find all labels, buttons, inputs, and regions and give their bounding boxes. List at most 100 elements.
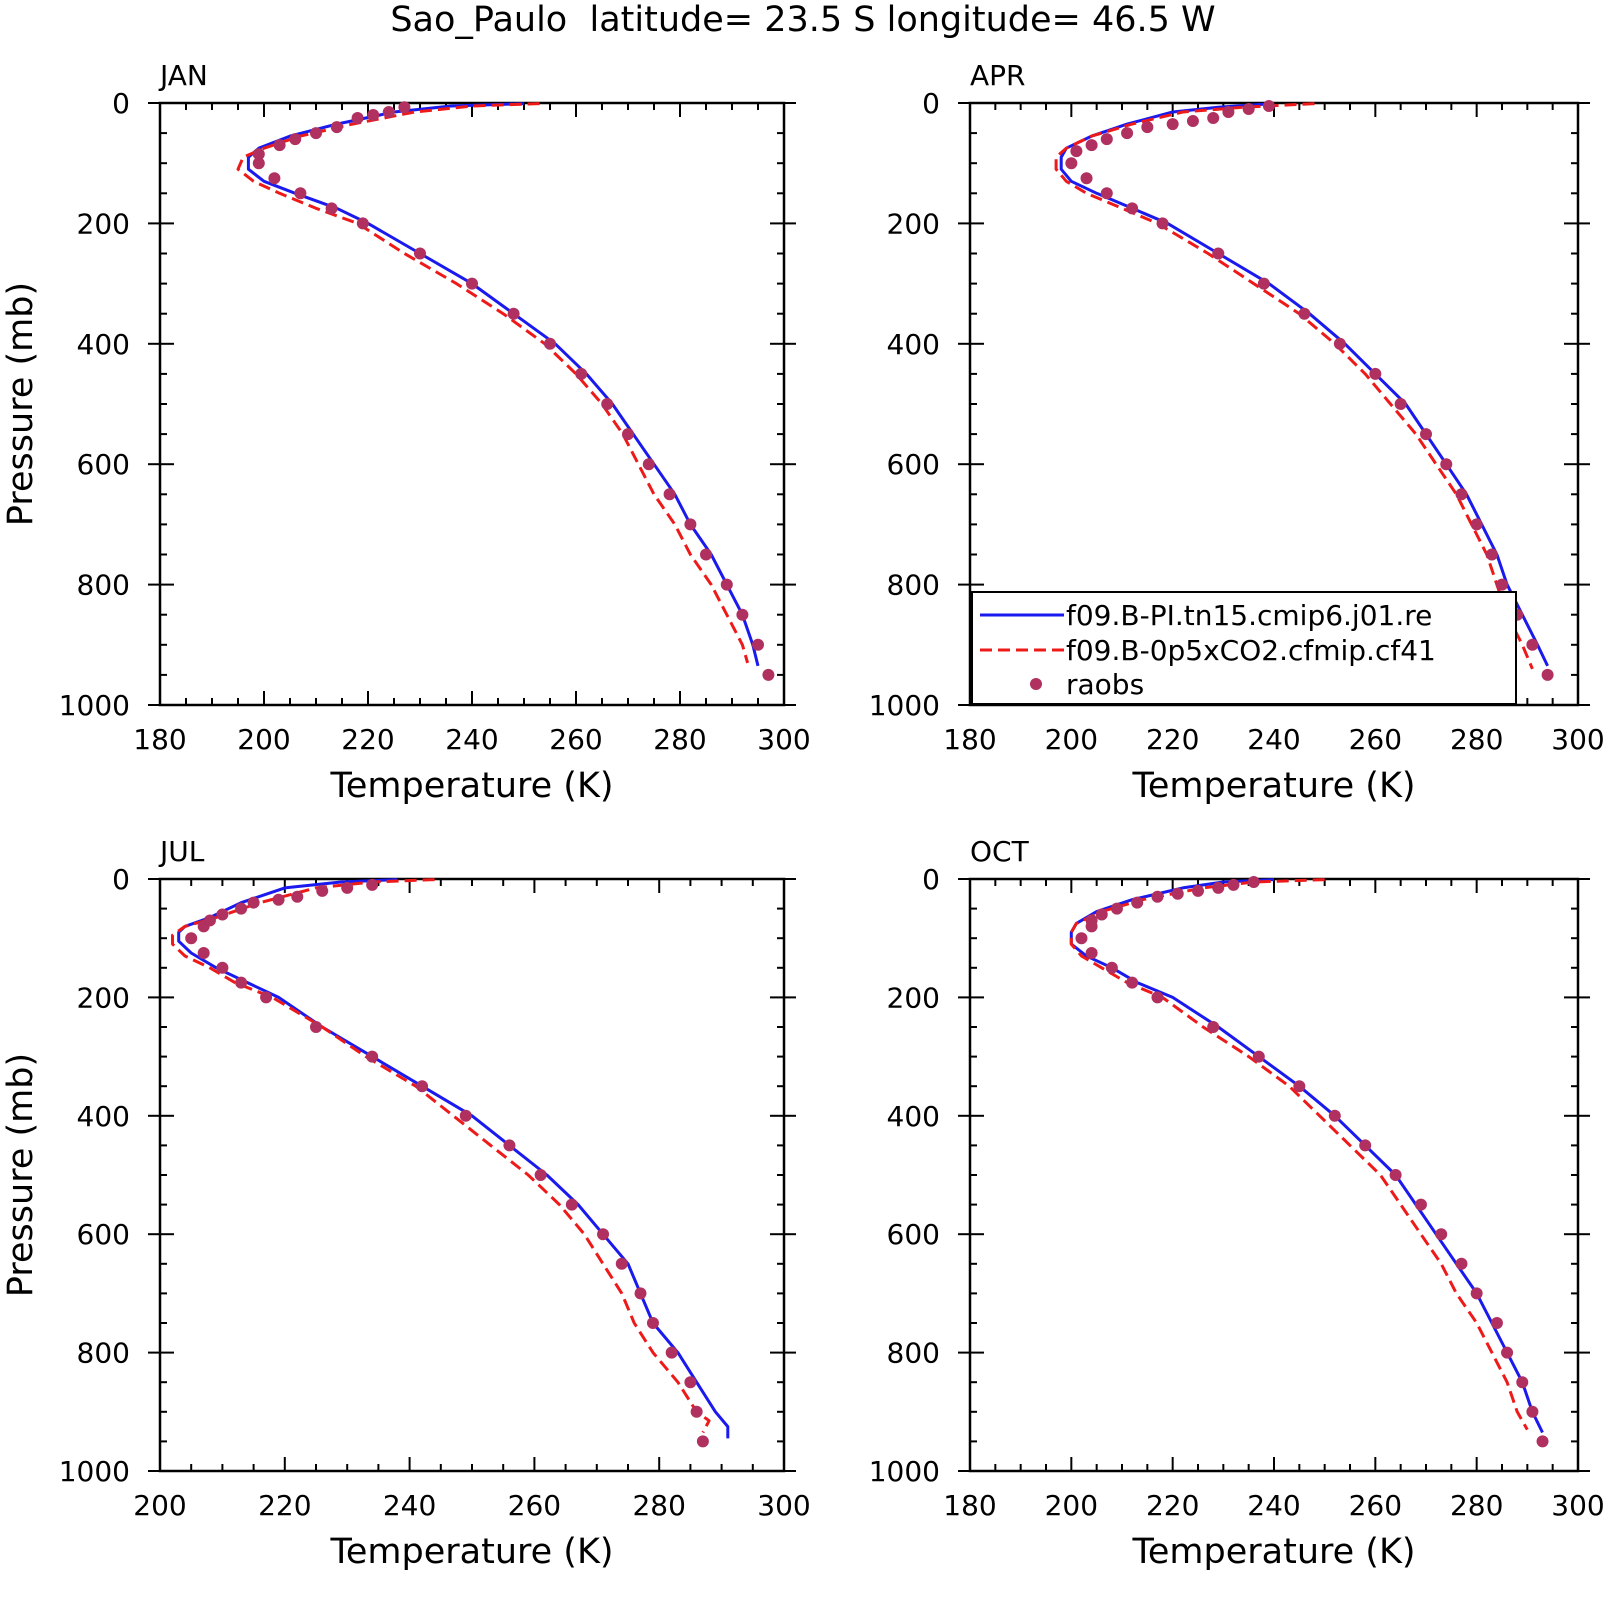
raobs-point [382,106,395,119]
panel-jul: 200 220 240 260 280 300 0 200 400 600 800 1000 JUL Te… [1,835,811,1572]
raobs-point [1126,202,1139,215]
y-tick-label: 1000 [869,689,940,722]
raobs-point [398,101,411,114]
legend-label: f09.B-PI.tn15.cmip6.j01.re [1066,599,1432,632]
series-line-pi [1059,102,1549,667]
x-tick-label: 180 [943,723,996,756]
series-line-pi [1069,878,1544,1434]
panel-title: JUL [158,835,205,868]
raobs-point [1100,133,1113,146]
raobs-point [1156,217,1169,230]
plot-frame [158,101,786,707]
panel-title: OCT [970,835,1030,868]
y-tick-label: 200 [887,207,940,240]
raobs-point [310,1021,322,1033]
raobs-markers [1065,100,1554,681]
raobs-point [642,458,655,471]
panel-oct: 180 200 220 240 260 280 300 0 200 400 600 800 1000 OC… [869,835,1605,1572]
raobs-point [1470,518,1483,531]
raobs-point [197,947,210,959]
raobs-point [684,518,697,531]
raobs-point [762,668,775,681]
panel-title: JAN [158,59,208,92]
legend-label: f09.B-0p5xCO2.cfmip.cf41 [1066,634,1436,667]
x-tick-label: 260 [549,723,602,756]
series-line-0p5xco2 [171,878,711,1434]
raobs-point [466,277,478,290]
x-tick-label: 220 [1146,1489,1199,1522]
raobs-point [1414,1198,1427,1211]
raobs-point [185,932,198,945]
y-axis-label: Pressure (mb) [1,1053,41,1297]
raobs-point [1526,638,1539,651]
x-tick-label: 260 [508,1489,561,1522]
raobs-markers [185,878,709,1448]
raobs-point [310,127,322,140]
raobs-point [1080,172,1093,185]
raobs-point [696,1435,709,1448]
raobs-point [615,1257,628,1270]
y-tick-label: 800 [887,1337,940,1370]
x-axis-label: Temperature (K) [329,766,613,806]
raobs-point [1496,578,1508,591]
y-axis-label: Pressure (mb) [1,282,41,526]
raobs-point [1298,307,1311,320]
x-tick-label: 200 [237,723,290,756]
raobs-point [1516,1376,1529,1389]
raobs-point [597,1228,610,1241]
raobs-point [1105,961,1118,974]
x-tick-label: 200 [1045,1489,1098,1522]
raobs-point [665,1346,678,1359]
y-tick-label: 600 [77,1218,130,1251]
x-tick-label: 220 [341,723,394,756]
series-line-0p5xco2 [236,102,750,664]
x-tick-label: 280 [1450,723,1503,756]
x-tick-label: 260 [1349,723,1402,756]
y-tick-label: 600 [77,448,130,481]
raobs-point [1455,1257,1468,1270]
x-tick-label: 300 [757,1489,810,1522]
y-tick-label: 0 [112,87,130,120]
y-tick-label: 0 [922,863,940,896]
legend-box [971,591,1517,705]
raobs-point [260,991,273,1004]
y-tick-label: 800 [77,569,130,602]
raobs-point [1485,548,1498,561]
raobs-point [1328,1109,1341,1122]
raobs-point [1070,145,1083,158]
y-tick-label: 0 [922,87,940,120]
raobs-point [1252,1050,1265,1063]
raobs-point [601,398,614,410]
raobs-point [316,884,329,897]
raobs-point [507,307,520,320]
raobs-point [1222,106,1235,119]
raobs-markers [252,101,775,681]
raobs-point [1369,367,1382,380]
raobs-point [1389,1169,1402,1181]
raobs-point [330,121,343,134]
raobs-point [1526,1405,1539,1418]
raobs-point [235,976,248,989]
raobs-point [414,247,426,260]
x-tick-label: 260 [1349,1489,1402,1522]
x-tick-label: 240 [1247,723,1300,756]
x-tick-label: 300 [1551,1489,1604,1522]
raobs-point [459,1109,472,1122]
raobs-point [341,881,354,894]
raobs-point [325,202,338,215]
raobs-point [1100,187,1113,200]
raobs-point [351,112,364,125]
raobs-point [1065,157,1078,170]
x-axis-label: Temperature (K) [329,1532,613,1572]
y-tick-label: 200 [887,981,940,1014]
raobs-point [1394,398,1407,410]
raobs-point [1171,887,1184,900]
raobs-point [1501,1346,1514,1359]
y-tick-label: 200 [77,207,130,240]
raobs-point [1207,112,1220,125]
y-tick-label: 1000 [59,1455,130,1488]
raobs-point [216,908,229,921]
raobs-point [416,1080,429,1093]
x-axis-label: Temperature (K) [1131,1532,1415,1572]
x-tick-label: 220 [1146,723,1199,756]
